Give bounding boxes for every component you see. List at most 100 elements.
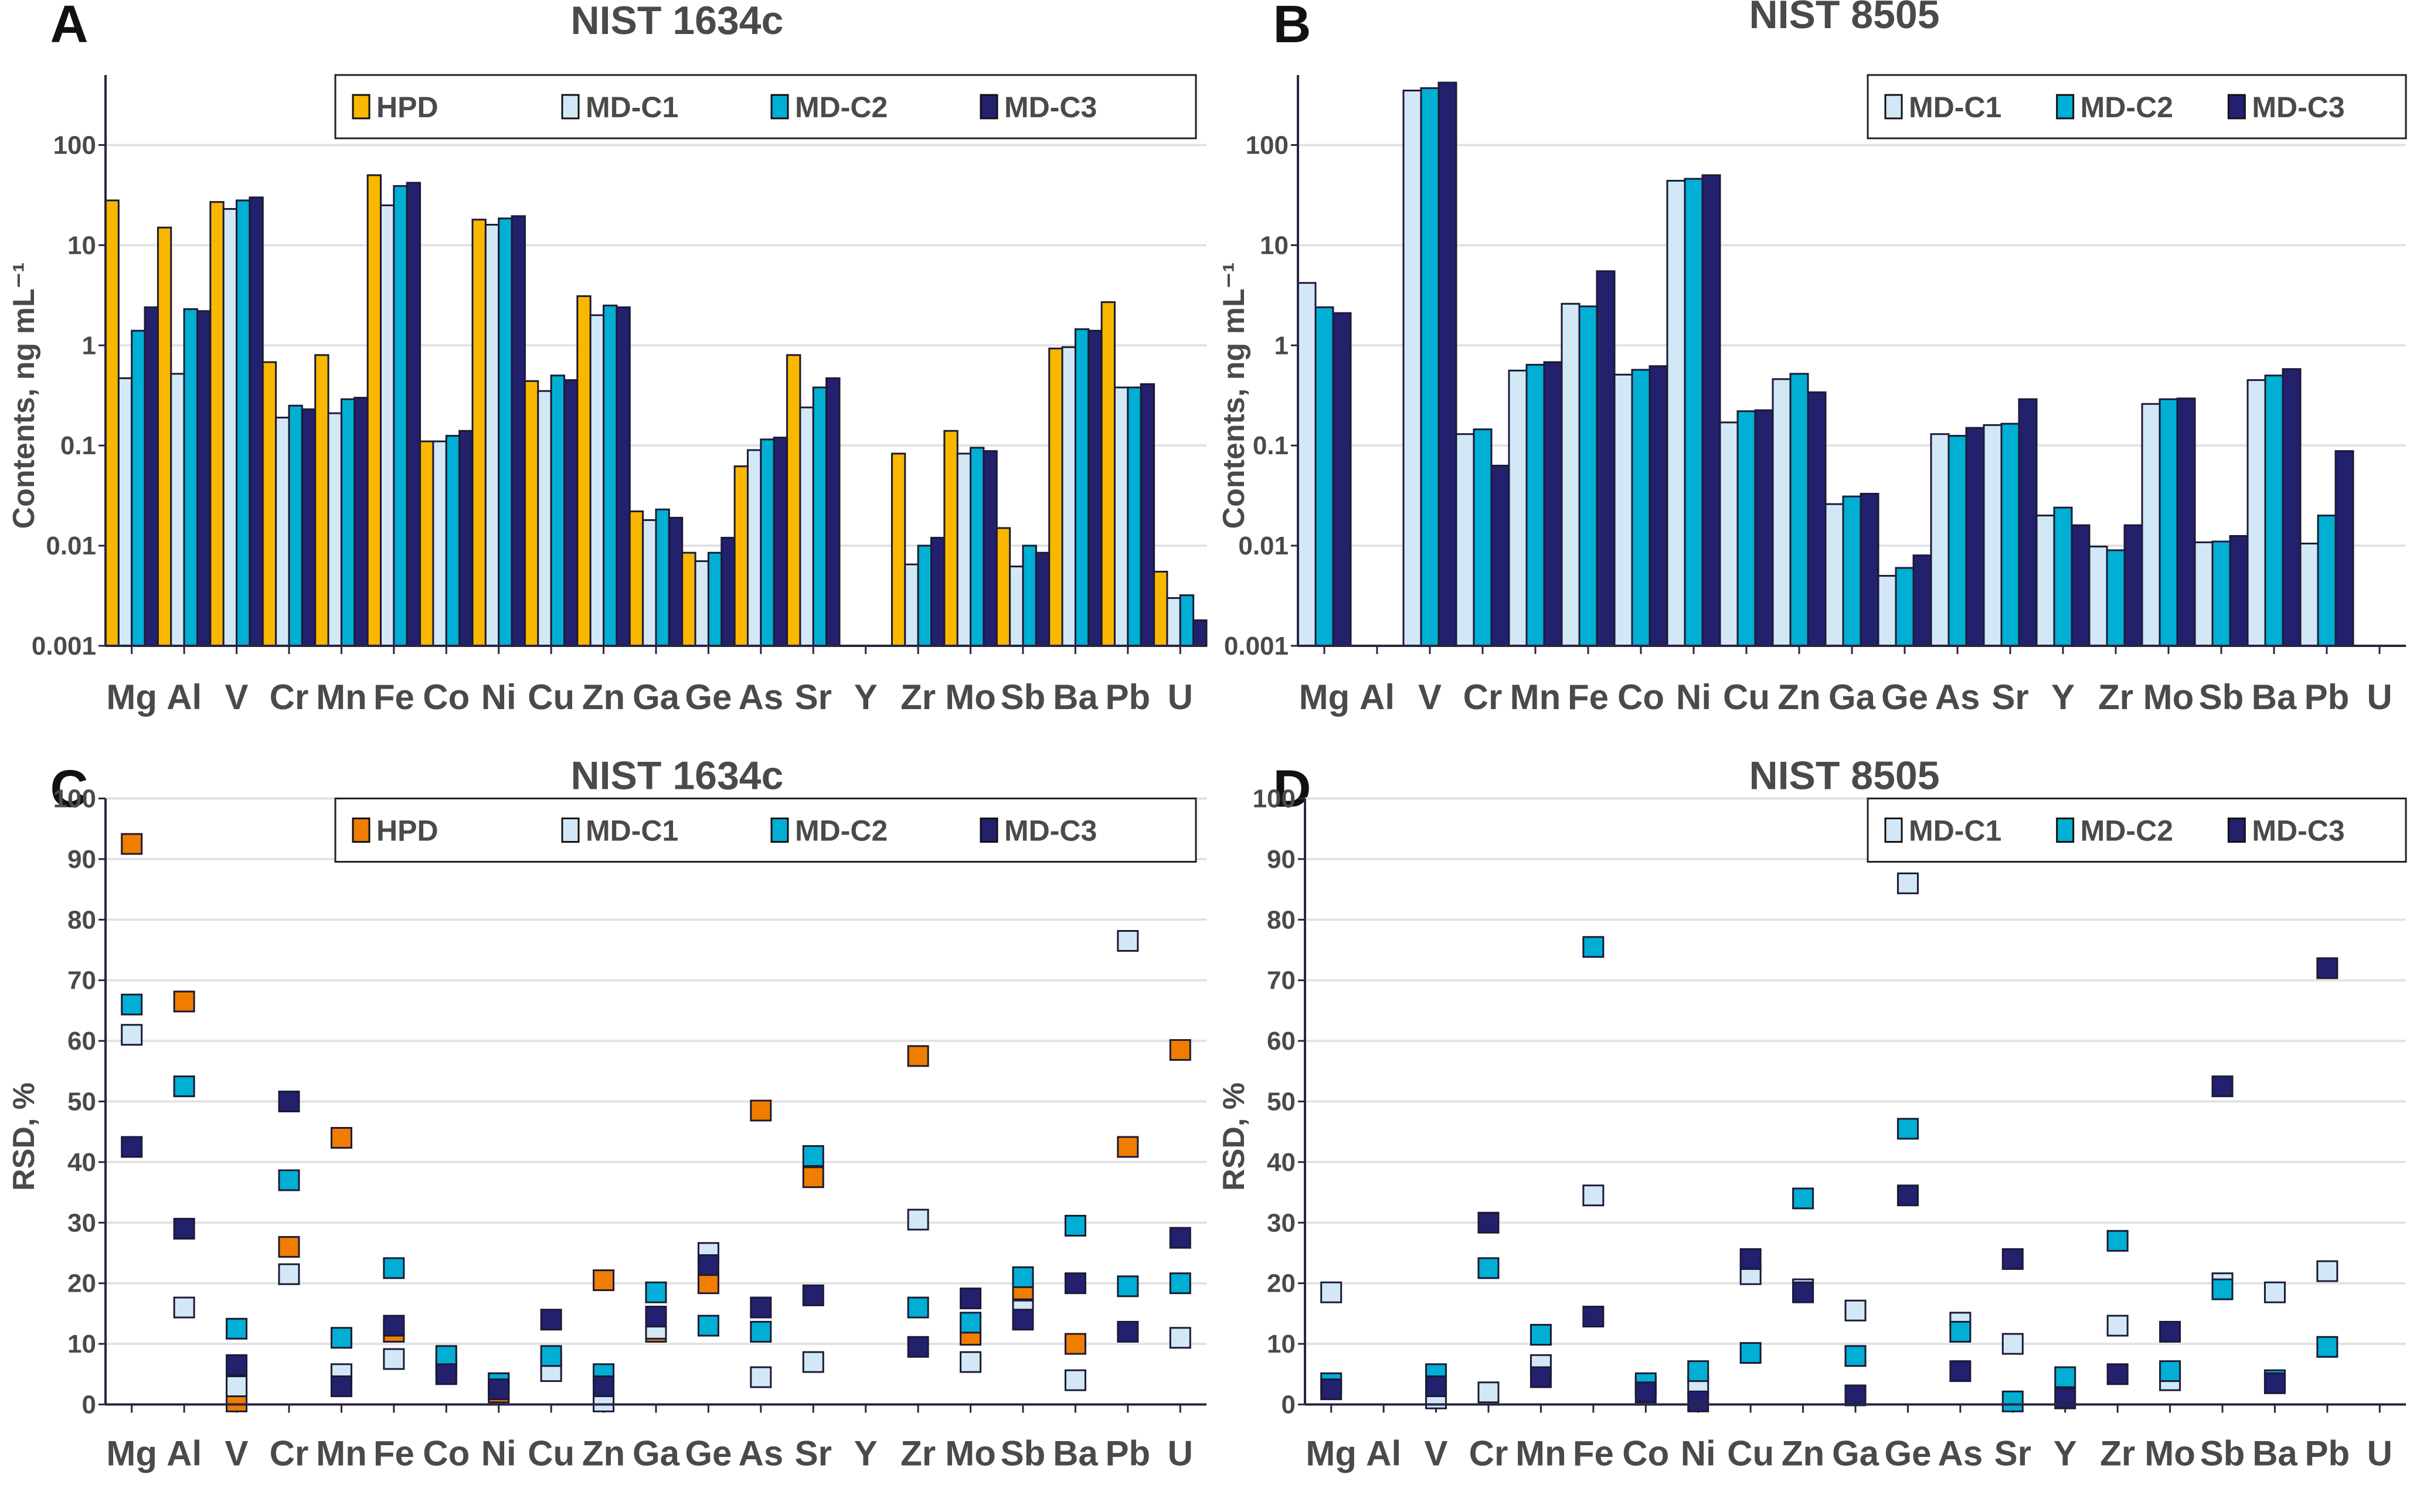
bar-md-c3-ba <box>1087 329 1103 647</box>
x-tick-label-y: Y <box>2051 677 2075 717</box>
y-tick-label: 0.001 <box>1224 632 1289 660</box>
bar-md-c2-mo <box>2159 398 2178 647</box>
point-md-c3-mg <box>121 1136 143 1158</box>
point-md-c3-u <box>1169 1227 1191 1249</box>
bar-md-c2-pb <box>1127 386 1142 647</box>
bar-md-c2-mo <box>970 447 985 647</box>
point-md-c3-v <box>226 1354 248 1376</box>
y-tick-label: 70 <box>67 966 96 995</box>
point-md-c1-cr <box>1477 1381 1500 1404</box>
chart-title: NIST 1634c <box>571 0 784 43</box>
bar-hpd-sr <box>786 354 801 647</box>
point-md-c2-zn <box>1792 1187 1814 1210</box>
x-tick-label-as: As <box>739 1434 784 1473</box>
bar-md-c1-ge <box>694 560 709 647</box>
point-md-c3-ni <box>1687 1390 1709 1412</box>
point-hpd-u <box>1169 1039 1191 1061</box>
bar-md-c3-mn <box>354 397 369 647</box>
bar-hpd-mg <box>104 199 120 647</box>
point-hpd-al <box>173 990 195 1013</box>
bar-md-c2-zr <box>2106 549 2126 647</box>
y-tick-label: 60 <box>67 1027 96 1055</box>
bar-md-c2-u <box>1179 594 1195 647</box>
point-md-c3-zn <box>1792 1281 1814 1303</box>
bar-md-c2-y <box>2053 506 2073 647</box>
x-tick-label-mg: Mg <box>1306 1434 1357 1473</box>
x-tick-label-ba: Ba <box>1053 1434 1098 1473</box>
bar-md-c3-ge <box>720 537 736 647</box>
point-md-c2-mg <box>121 993 143 1016</box>
legend-label-md-c3: MD-C3 <box>1004 91 1097 124</box>
bar-md-c3-y <box>2071 524 2091 647</box>
chart-title: NIST 1634c <box>571 756 784 798</box>
bar-md-c1-ga <box>642 519 657 647</box>
point-md-c3-zr <box>907 1336 929 1358</box>
x-tick-label-mn: Mn <box>316 1434 367 1473</box>
y-tick-label: 0.1 <box>60 431 96 460</box>
point-md-c3-co <box>435 1363 457 1385</box>
bar-md-c1-zr <box>904 563 919 647</box>
bar-md-c2-zr <box>917 544 932 647</box>
y-tick-label: 0.01 <box>1238 532 1289 560</box>
bar-md-c3-al <box>196 310 212 647</box>
x-tick-label-cu: Cu <box>1723 677 1770 717</box>
point-md-c2-mn <box>330 1327 352 1349</box>
bar-md-c1-ni <box>1666 179 1686 647</box>
point-hpd-mg <box>121 833 143 855</box>
point-md-c2-ga <box>1844 1345 1867 1367</box>
point-md-c1-sr <box>802 1351 824 1373</box>
bar-md-c1-sr <box>1983 424 2003 647</box>
legend-swatch-hpd <box>352 818 371 843</box>
legend-swatch-md-c2 <box>770 818 789 843</box>
legend-label-md-c3: MD-C3 <box>2252 91 2344 124</box>
bar-md-c1-mg <box>117 377 133 647</box>
bar-md-c2-co <box>1631 369 1651 647</box>
point-md-c3-ni <box>488 1378 510 1401</box>
x-tick-label-co: Co <box>423 1434 470 1473</box>
bar-md-c3-pb <box>2334 450 2354 647</box>
panel-d-rsd-nist-8505: D NIST 8505 0 10 20 30 40 50 60 70 80 90 100 RSD, % Mg… <box>1210 756 2420 1512</box>
y-tick-label: 0.001 <box>32 632 96 660</box>
x-tick-label-ge: Ge <box>1884 1434 1931 1473</box>
x-tick-label-sr: Sr <box>795 677 832 717</box>
legend-box <box>1867 74 2407 139</box>
y-tick-label: 70 <box>1267 966 1296 995</box>
x-tick-label-as: As <box>1935 677 1980 717</box>
y-tick-label: 50 <box>1267 1088 1296 1116</box>
legend-swatch-md-c1 <box>561 94 580 120</box>
x-tick-label-zr: Zr <box>2100 1434 2135 1473</box>
bar-md-c3-ba <box>2282 368 2302 647</box>
x-tick-label-fe: Fe <box>373 1434 414 1473</box>
point-md-c3-ba <box>2263 1372 2286 1394</box>
legend-label-md-c1: MD-C1 <box>1909 815 2001 847</box>
bar-hpd-mo <box>943 430 959 647</box>
x-tick-label-zn: Zn <box>1777 677 1820 717</box>
bar-md-c3-sb <box>2229 535 2249 647</box>
y-axis-title: RSD, % <box>7 1082 41 1191</box>
point-md-c3-co <box>1634 1381 1657 1404</box>
x-tick-label-v: V <box>225 1434 249 1473</box>
x-tick-label-ga: Ga <box>1828 677 1876 717</box>
x-tick-label-u: U <box>1168 1434 1193 1473</box>
bar-md-c3-v <box>249 196 264 647</box>
point-md-c3-sb <box>2211 1075 2234 1098</box>
bar-md-c1-mg <box>1297 282 1317 647</box>
y-tick-label: 20 <box>67 1269 96 1298</box>
point-md-c3-pb <box>2316 957 2339 979</box>
bar-md-c3-as <box>773 437 788 647</box>
bar-md-c2-mn <box>340 398 356 647</box>
point-md-c1-fe <box>1582 1184 1605 1207</box>
bar-md-c3-mo <box>2176 397 2196 647</box>
point-md-c3-cr <box>1477 1211 1500 1234</box>
bar-md-c1-mo <box>956 452 972 647</box>
bar-hpd-cu <box>524 380 539 647</box>
x-tick-label-fe: Fe <box>1573 1434 1614 1473</box>
point-hpd-as <box>750 1099 772 1122</box>
y-tick-label: 0.01 <box>46 532 96 560</box>
x-tick-label-zn: Zn <box>582 677 625 717</box>
y-tick-label: 1 <box>1274 331 1289 360</box>
point-hpd-cr <box>278 1236 300 1258</box>
legend-swatch-md-c2 <box>2056 818 2075 843</box>
x-tick-label-mg: Mg <box>106 1434 157 1473</box>
point-md-c1-mg <box>1320 1281 1342 1303</box>
